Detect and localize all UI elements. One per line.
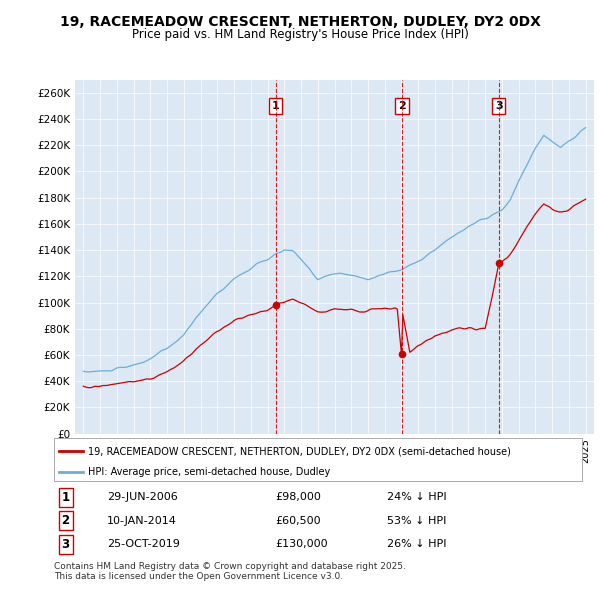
Text: 19, RACEMEADOW CRESCENT, NETHERTON, DUDLEY, DY2 0DX (semi-detached house): 19, RACEMEADOW CRESCENT, NETHERTON, DUDL… (88, 446, 511, 456)
Text: 26% ↓ HPI: 26% ↓ HPI (386, 539, 446, 549)
Text: 1: 1 (62, 490, 70, 504)
Text: 25-OCT-2019: 25-OCT-2019 (107, 539, 179, 549)
Text: 2: 2 (398, 101, 406, 111)
Text: £60,500: £60,500 (276, 516, 322, 526)
Text: 3: 3 (62, 537, 70, 551)
Text: 29-JUN-2006: 29-JUN-2006 (107, 492, 178, 502)
Text: 2: 2 (62, 514, 70, 527)
Text: 19, RACEMEADOW CRESCENT, NETHERTON, DUDLEY, DY2 0DX: 19, RACEMEADOW CRESCENT, NETHERTON, DUDL… (59, 15, 541, 29)
Text: HPI: Average price, semi-detached house, Dudley: HPI: Average price, semi-detached house,… (88, 467, 331, 477)
Text: 10-JAN-2014: 10-JAN-2014 (107, 516, 176, 526)
Text: £98,000: £98,000 (276, 492, 322, 502)
Text: 3: 3 (495, 101, 503, 111)
Text: Contains HM Land Registry data © Crown copyright and database right 2025.
This d: Contains HM Land Registry data © Crown c… (54, 562, 406, 581)
Text: 24% ↓ HPI: 24% ↓ HPI (386, 492, 446, 502)
Text: £130,000: £130,000 (276, 539, 328, 549)
Text: 1: 1 (272, 101, 280, 111)
Text: Price paid vs. HM Land Registry's House Price Index (HPI): Price paid vs. HM Land Registry's House … (131, 28, 469, 41)
Text: 53% ↓ HPI: 53% ↓ HPI (386, 516, 446, 526)
